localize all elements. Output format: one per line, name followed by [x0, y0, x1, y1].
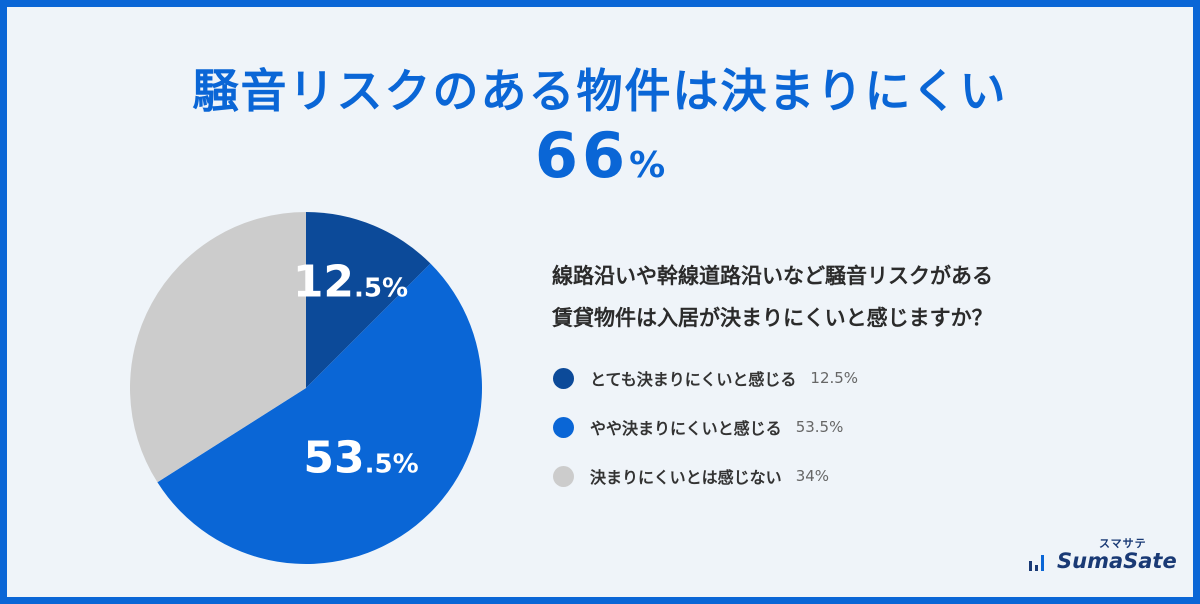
- legend-swatch: [553, 416, 574, 438]
- legend-item: やや決まりにくいと感じる 53.5%: [553, 414, 858, 440]
- logo-kana: スマサテ: [1099, 537, 1147, 550]
- legend-value: 12.5%: [810, 369, 859, 387]
- chart-legend: とても決まりにくいと感じる 12.5% やや決まりにくいと感じる 53.5% 決…: [553, 365, 858, 512]
- legend-value: 34%: [795, 467, 830, 485]
- pie-slice: [130, 212, 306, 483]
- bar-chart-icon: [1029, 555, 1044, 571]
- legend-value: 53.5%: [795, 418, 844, 436]
- slice-label: 53.5%: [303, 433, 418, 484]
- legend-item: とても決まりにくいと感じる 12.5%: [553, 365, 858, 391]
- headline-unit: %: [629, 145, 666, 186]
- legend-item: 決まりにくいとは感じない 34%: [553, 463, 858, 489]
- legend-label: 決まりにくいとは感じない: [590, 468, 782, 487]
- question-line-2: 賃貸物件は入居が決まりにくいと感じますか？: [552, 306, 993, 330]
- legend-label: とても決まりにくいと感じる: [590, 370, 797, 389]
- pie-chart: 12.5% 53.5%: [130, 212, 482, 564]
- logo-text: SumaSate: [1057, 549, 1177, 573]
- headline-stat: 66%: [7, 125, 1193, 187]
- survey-question: 線路沿いや幹線道路沿いなど騒音リスクがある 賃貸物件は入居が決まりにくいと感じま…: [552, 255, 1152, 339]
- legend-label: やや決まりにくいと感じる: [590, 419, 782, 438]
- legend-swatch: [553, 465, 574, 487]
- question-line-1: 線路沿いや幹線道路沿いなど騒音リスクがある: [552, 264, 993, 288]
- pie-slice: [306, 212, 431, 388]
- legend-swatch: [553, 367, 574, 389]
- pie-slice: [157, 263, 482, 564]
- infographic-card: 騒音リスクのある物件は決まりにくい 66% 12.5% 53.5% 線路沿いや幹線…: [7, 7, 1193, 597]
- headline-number: 66: [534, 119, 630, 192]
- brand-logo: スマサテ SumaSate: [1027, 535, 1177, 579]
- slice-label: 12.5%: [293, 257, 408, 308]
- page-title: 騒音リスクのある物件は決まりにくい: [192, 64, 1008, 118]
